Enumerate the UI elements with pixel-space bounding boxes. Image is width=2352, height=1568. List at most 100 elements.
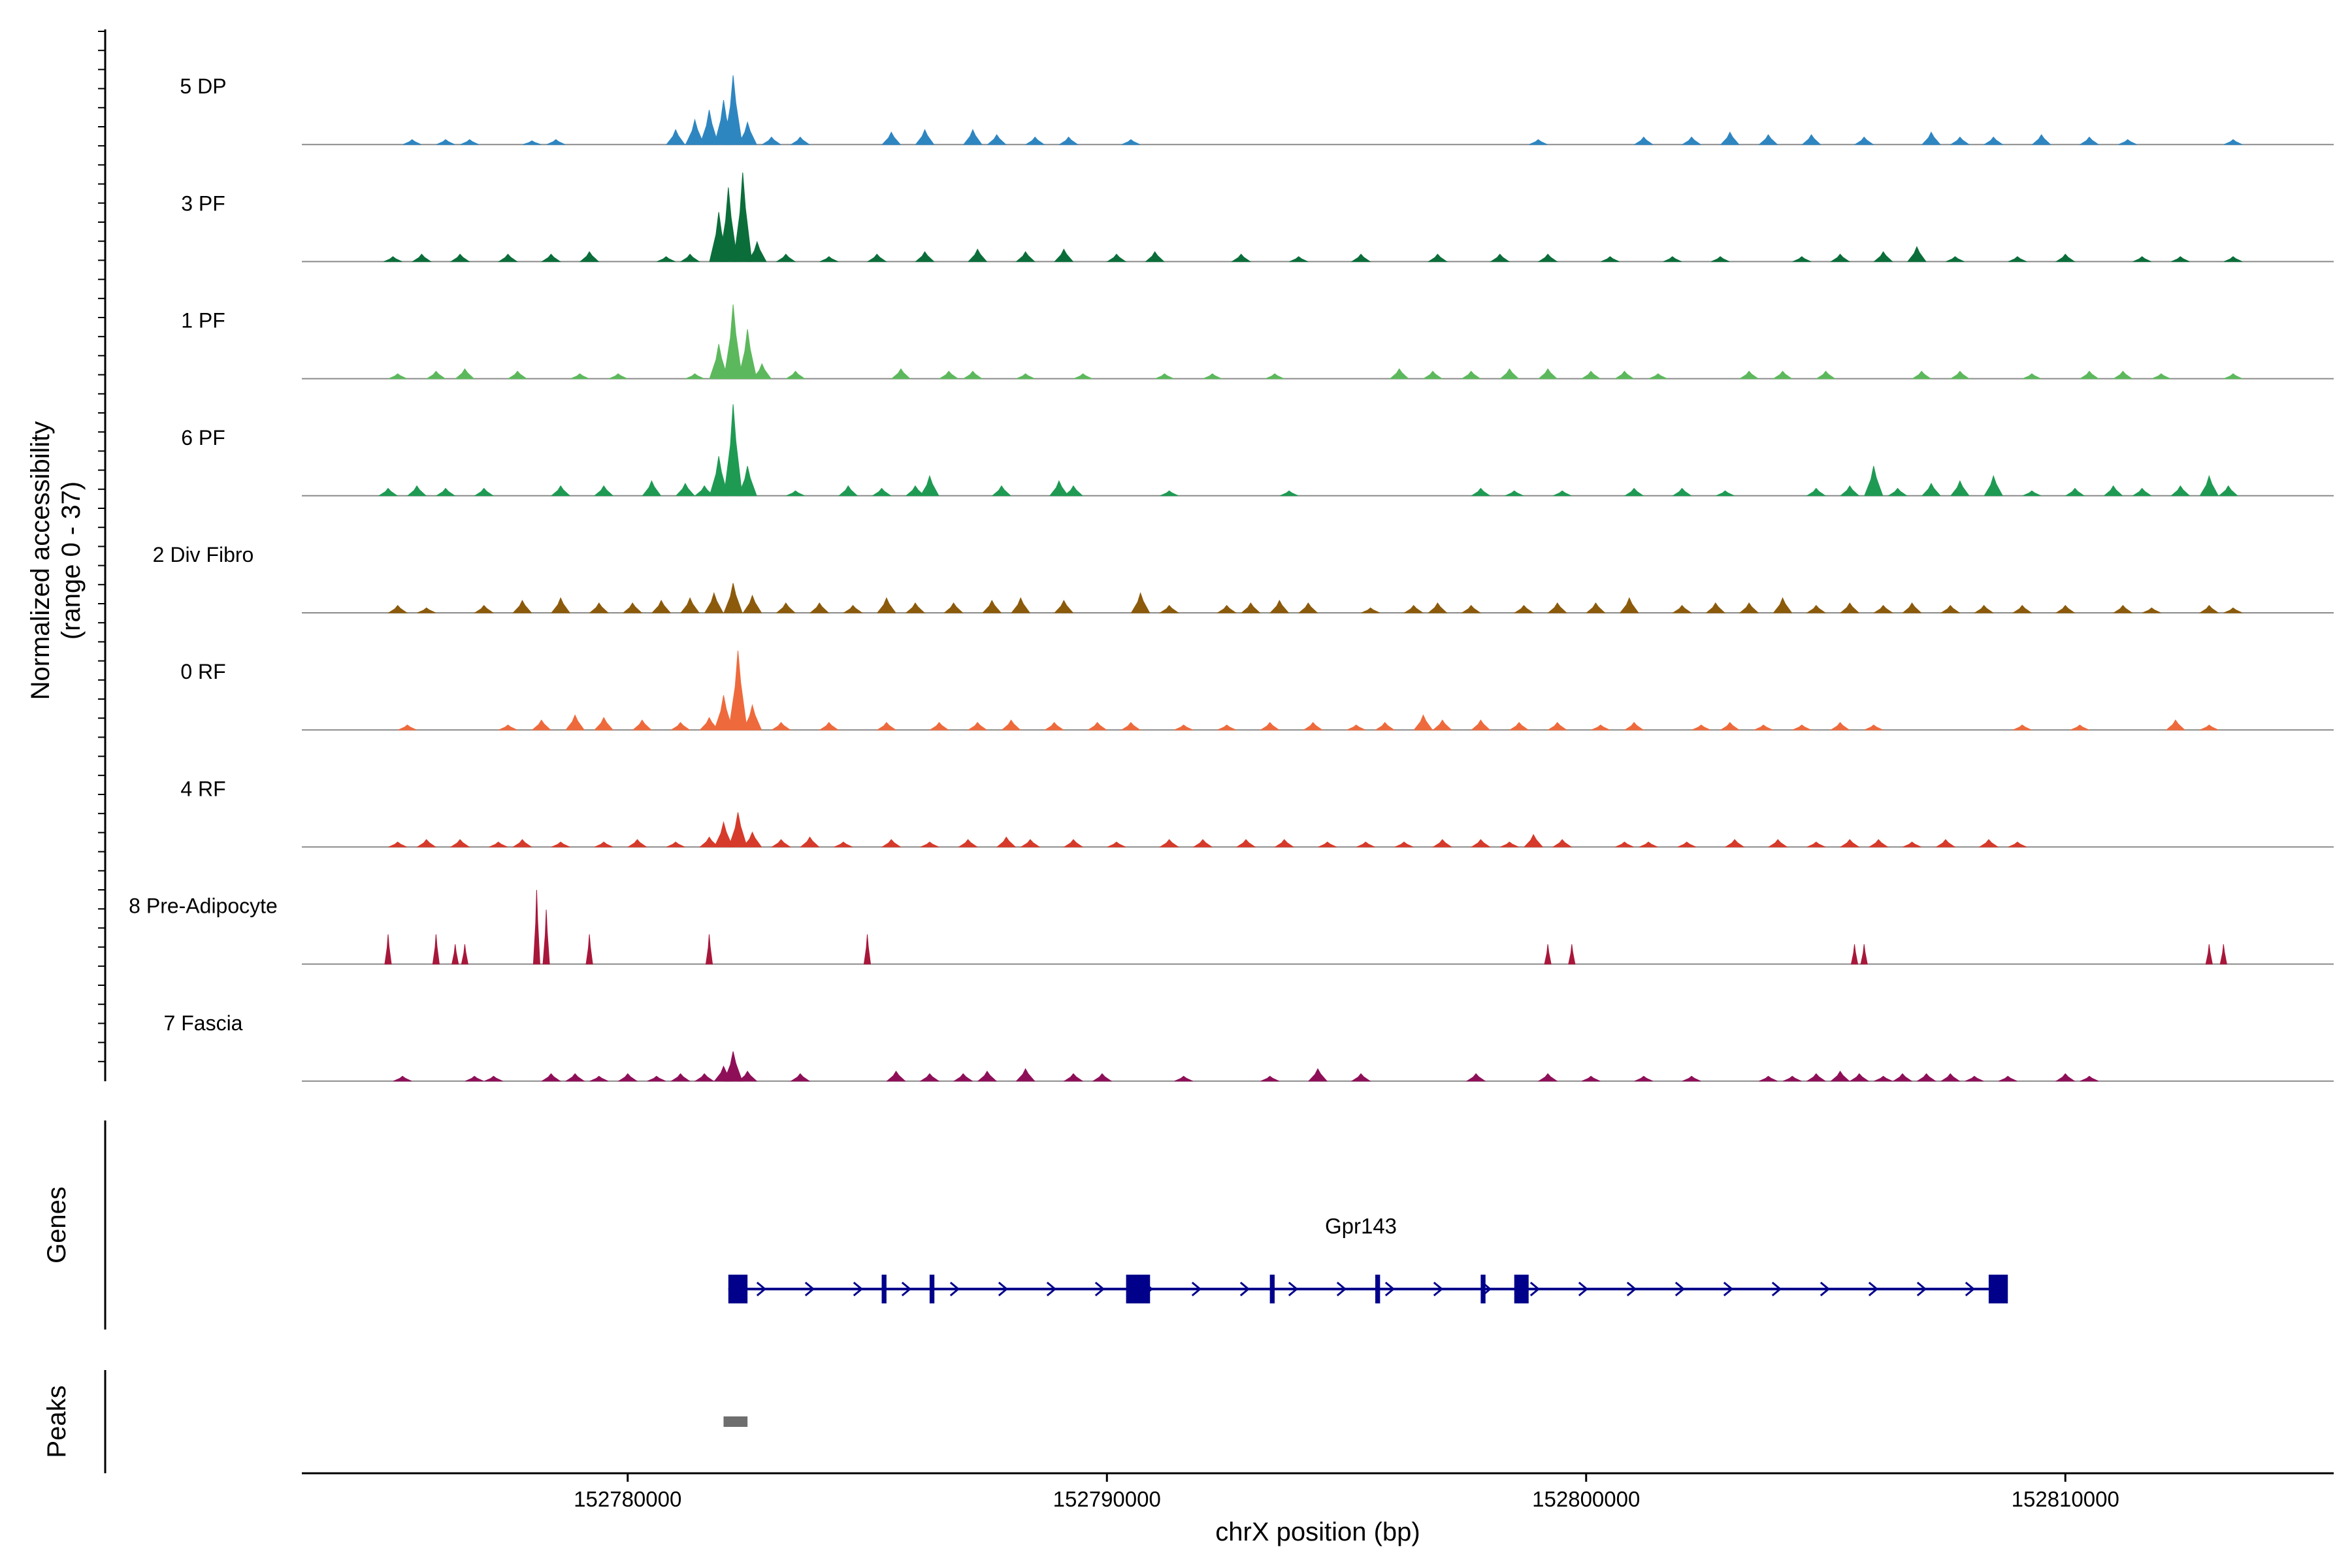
strand-arrow (949, 1281, 960, 1297)
coverage-peak (1235, 839, 1256, 847)
coverage-peak (435, 487, 456, 497)
coverage-peak (1682, 1075, 1701, 1082)
coverage-peak (1265, 373, 1284, 380)
coverage-peak (742, 595, 762, 613)
coverage-peak (617, 1073, 638, 1082)
track-label: 6 PF (181, 426, 225, 449)
coverage-peak (451, 944, 459, 965)
coverage-peak (2065, 487, 2085, 497)
gene-exon (1988, 1275, 2008, 1303)
coverage-peak (2223, 139, 2243, 145)
x-tick-label: 152790000 (1053, 1487, 1161, 1511)
track-label: 7 Fascia (164, 1011, 243, 1035)
coverage-peak (1739, 602, 1759, 613)
coverage-peak (1203, 373, 1222, 380)
coverage-peak (1671, 487, 1693, 497)
coverage-peak (728, 812, 748, 847)
gene-exon (929, 1275, 935, 1303)
strand-arrow (1868, 1281, 1879, 1297)
coverage-peak (1092, 1073, 1113, 1082)
coverage-peak (2079, 137, 2100, 145)
coverage-peak (2170, 485, 2191, 497)
coverage-peak (809, 602, 830, 613)
coverage-peak (1601, 256, 1620, 262)
coverage-peak (776, 253, 796, 262)
track-label: 4 RF (180, 777, 225, 800)
coverage-peak (1174, 724, 1193, 730)
coverage-peak (982, 600, 1002, 613)
coverage-peak (1471, 719, 1491, 730)
coverage-peak (920, 474, 939, 497)
coverage-peak (551, 597, 571, 613)
coverage-peak (1906, 246, 1927, 262)
coverage-peak (928, 722, 950, 730)
y-axis-title: Normalized accessibility (range 0 - 37) (26, 421, 86, 700)
coverage-peak (1978, 839, 1999, 847)
coverage-peak (378, 487, 399, 497)
coverage-peak (1318, 841, 1337, 847)
strand-arrow (998, 1281, 1009, 1297)
coverage-peak (704, 592, 724, 613)
coverage-peak (1513, 604, 1534, 613)
coverage-peak (2200, 724, 2219, 730)
coverage-peak (1829, 253, 1851, 262)
coverage-peak (1499, 368, 1520, 380)
coverage-peak (1999, 1075, 2017, 1082)
coverage-peak (1806, 604, 1827, 613)
strand-arrow (1239, 1281, 1250, 1297)
coverage-peak (1509, 722, 1529, 730)
coverage-peak (723, 583, 743, 613)
coverage-peak (1940, 604, 1961, 613)
coverage-peak (1720, 131, 1740, 145)
track-4-rf: 4 RF (180, 777, 2334, 848)
coverage-peak (694, 1073, 715, 1082)
coverage-peak (1063, 1073, 1084, 1082)
coverage-peak (1806, 1073, 1827, 1082)
coverage-peak (1428, 602, 1448, 613)
coverage-peak (1772, 370, 1793, 380)
coverage-peak (1591, 724, 1610, 730)
coverage-peak (449, 839, 470, 847)
coverage-peak (1302, 722, 1324, 730)
coverage-peak (393, 1075, 412, 1082)
track-6-pf: 6 PF (181, 404, 2334, 497)
coverage-peak (1911, 370, 1932, 380)
coverage-peak (449, 253, 470, 262)
coverage-peak (770, 722, 792, 730)
coverage-peak (465, 1075, 484, 1082)
track-5-dp: 5 DP (180, 74, 2334, 146)
gene-exon (1514, 1275, 1529, 1303)
coverage-peak (1940, 1073, 1961, 1082)
coverage-peak (1537, 368, 1558, 380)
coverage-peak (1634, 1075, 1654, 1082)
coverage-peak (1269, 600, 1290, 613)
coverage-peak (819, 722, 840, 730)
coverage-peak (996, 836, 1017, 847)
coverage-peak (1107, 841, 1126, 847)
coverage-peak (1546, 722, 1568, 730)
coverage-peak (2079, 370, 2100, 380)
coverage-peak (2022, 373, 2042, 380)
coverage-peak (723, 1051, 743, 1082)
coverage-peak (1829, 722, 1851, 730)
coverage-peak (1505, 490, 1524, 497)
coverage-peak (2142, 607, 2161, 613)
coverage-peak (411, 253, 432, 262)
coverage-peak (1460, 604, 1482, 613)
coverage-peak (670, 722, 691, 730)
coverage-peak (1758, 134, 1778, 145)
strand-arrow (1191, 1281, 1202, 1297)
peak-region (723, 1416, 748, 1427)
coverage-peak (679, 253, 700, 262)
coverage-peak (991, 485, 1012, 497)
x-tick-label: 152810000 (2012, 1487, 2119, 1511)
coverage-peak (1839, 485, 1860, 497)
coverage-peak (1547, 602, 1567, 613)
coverage-peak (1403, 604, 1424, 613)
strand-arrow (1723, 1281, 1734, 1297)
coverage-peak (705, 934, 713, 965)
coverage-peak (1552, 839, 1573, 847)
coverage-peak (647, 1075, 666, 1082)
coverage-peak (2055, 1073, 2076, 1082)
track-8-pre-adipocyte: 8 Pre-Adipocyte (129, 890, 2334, 965)
